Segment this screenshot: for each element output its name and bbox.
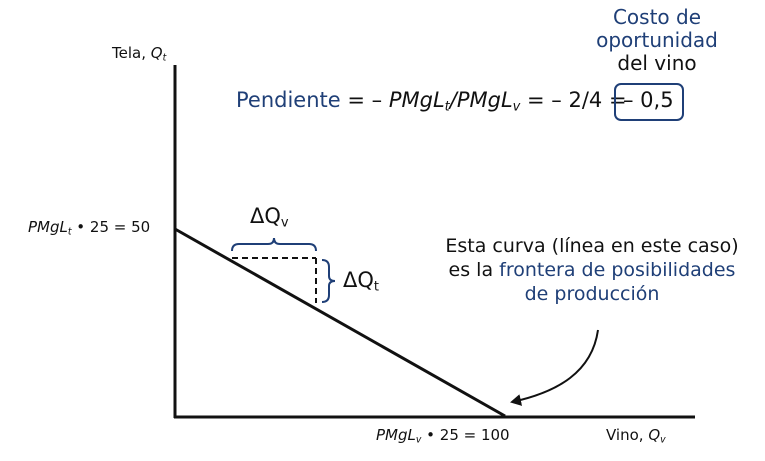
slope-eq2: = – 2/4 = — [520, 88, 627, 112]
x-axis-sub: v — [660, 434, 666, 446]
opportunity-cost-line2: oportunidad — [596, 28, 718, 52]
ppf-note-text: Esta curva (línea en este caso) es la — [445, 235, 739, 281]
y-intercept-post: • 25 = 50 — [71, 218, 151, 236]
delta-qv-brace — [231, 237, 317, 252]
delta-qt-sym: ΔQ — [343, 268, 374, 292]
slope-slash: / — [449, 88, 457, 112]
opportunity-cost-title: Costo de oportunidad del vino — [582, 6, 732, 75]
slope-denominator-sub: v — [512, 99, 521, 115]
delta-qv-label: ΔQv — [250, 204, 289, 230]
opportunity-cost-line1: Costo de — [612, 5, 702, 29]
ppf-line — [174, 227, 506, 418]
slope-numerator-sub: t — [444, 99, 450, 115]
slope-value: – 0,5 — [623, 88, 674, 112]
ppf-note: Esta curva (línea en este caso) es la fr… — [442, 234, 742, 306]
delta-qt-label: ΔQt — [343, 268, 379, 294]
slope-denominator: PMgL — [456, 88, 513, 112]
slope-value-box — [614, 83, 684, 121]
ppf-note-arrow — [510, 329, 599, 406]
delta-qt-sub: t — [373, 279, 380, 295]
y-intercept-label: PMgLt • 25 = 50 — [28, 218, 150, 237]
y-axis-var: Q — [150, 44, 163, 62]
x-intercept-post: • 25 = 100 — [421, 426, 510, 444]
y-axis-label-text: Tela, — [112, 44, 151, 62]
x-intercept-label: PMgLv • 25 = 100 — [376, 426, 510, 445]
x-axis-label-text: Vino, — [606, 426, 649, 444]
slope-numerator: PMgL — [388, 88, 445, 112]
delta-qv-sym: ΔQ — [250, 204, 281, 228]
opportunity-cost-line3: del vino — [617, 51, 697, 75]
ppf-note-highlight: frontera de posibilidades de producción — [499, 259, 736, 305]
x-intercept-pre: PMgL — [376, 426, 416, 444]
x-axis-var: Q — [648, 426, 661, 444]
slope-equation: Pendiente = – PMgLt/PMgLv = – 2/4 = — [236, 88, 627, 114]
delta-qv-sub: v — [280, 215, 289, 231]
y-intercept-pre: PMgL — [28, 218, 68, 236]
x-intercept-sub: v — [415, 434, 422, 446]
x-axis-label: Vino, Qv — [606, 426, 666, 445]
delta-qt-brace — [321, 259, 336, 303]
slope-word: Pendiente — [236, 88, 341, 112]
y-axis-sub: t — [162, 52, 167, 64]
slope-eq1: = – — [340, 88, 389, 112]
y-intercept-sub: t — [67, 226, 72, 238]
y-axis-label: Tela, Qt — [112, 44, 166, 63]
